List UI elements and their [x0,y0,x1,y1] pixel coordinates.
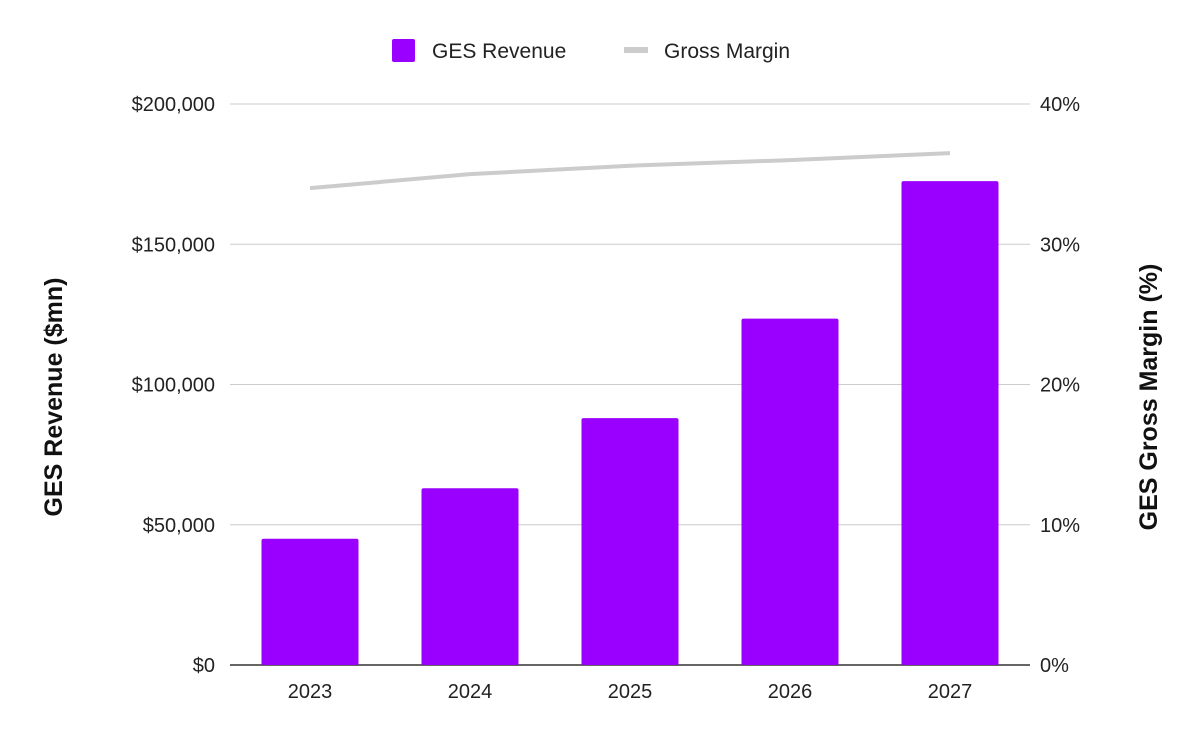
x-tick-label: 2025 [608,681,653,703]
left-axis-ticks: $0 $50,000 $100,000 $150,000 $200,000 [132,94,215,677]
x-axis-ticks: 2023 2024 2025 2026 2027 [288,681,973,703]
left-tick-label: $100,000 [132,375,215,397]
legend-label-gross-margin: Gross Margin [664,40,790,63]
right-tick-label: 30% [1040,234,1080,256]
revenue-bar [261,538,359,665]
revenue-bar [581,418,679,665]
legend-label-revenue: GES Revenue [432,40,566,63]
x-tick-label: 2027 [928,681,973,703]
right-tick-label: 10% [1040,515,1080,537]
x-tick-label: 2026 [768,681,813,703]
gross-margin-line [309,151,951,191]
revenue-bar [741,318,839,665]
x-tick-label: 2023 [288,681,333,703]
left-tick-label: $150,000 [132,234,215,256]
gross-margin-line-group [309,151,951,191]
right-tick-label: 40% [1040,94,1080,116]
legend-swatch-revenue [392,39,415,62]
left-axis-title: GES Revenue ($mn) [40,278,68,517]
right-tick-label: 0% [1040,655,1069,677]
left-tick-label: $200,000 [132,94,215,116]
revenue-bar [421,488,519,665]
x-tick-label: 2024 [448,681,493,703]
revenue-bar [901,181,999,665]
right-axis-ticks: 0% 10% 20% 30% 40% [1040,94,1080,677]
right-axis-title: GES Gross Margin (%) [1135,264,1163,531]
left-tick-label: $0 [193,655,215,677]
revenue-bars [261,181,999,665]
legend-swatch-gross-margin [624,47,648,53]
legend: GES Revenue Gross Margin [392,39,790,63]
right-tick-label: 20% [1040,375,1080,397]
left-tick-label: $50,000 [143,515,215,537]
